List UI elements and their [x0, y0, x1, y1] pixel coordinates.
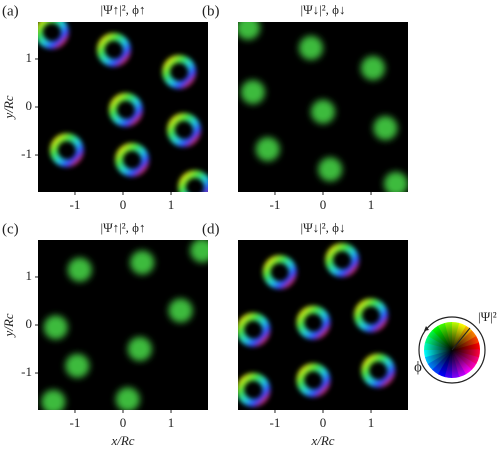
plot-area: [38, 22, 208, 192]
x-axis-label: x/Rc: [110, 433, 134, 448]
x-axis-label: x/Rc: [310, 433, 334, 448]
x-tick-label: 0: [320, 415, 327, 430]
plot-area: [41, 240, 208, 410]
density-spot: [383, 171, 408, 192]
density-spot: [311, 99, 335, 124]
panel-label: (b): [202, 3, 220, 19]
vortex: [115, 142, 150, 177]
vortex: [162, 54, 197, 89]
y-tick-label: 1: [26, 268, 33, 283]
y-tick-label: -1: [21, 364, 32, 379]
vortex: [108, 92, 143, 127]
x-tick-label: 1: [168, 197, 175, 212]
phase-key: ϕ |Ψ|²: [414, 309, 497, 384]
density-spot: [190, 240, 208, 263]
phase-label: ϕ: [414, 359, 422, 375]
density-spot: [41, 389, 66, 410]
x-tick-label: -1: [270, 197, 281, 212]
panel-label: (a): [2, 3, 19, 19]
density-spot: [373, 116, 398, 141]
x-tick-label: 1: [368, 197, 375, 212]
density-spot: [168, 298, 193, 323]
density-spot: [240, 80, 265, 105]
density-spot: [127, 337, 152, 362]
panel-title: |Ψ↓|², ϕ↓: [300, 220, 345, 235]
density-spot: [238, 22, 261, 40]
panel-title: |Ψ↓|², ϕ↓: [300, 2, 345, 17]
vortex: [354, 298, 389, 333]
x-tick-label: 1: [368, 415, 375, 430]
x-tick-label: 0: [320, 197, 327, 212]
density-spot: [298, 35, 323, 60]
x-tick-label: -1: [70, 415, 81, 430]
vortex: [262, 255, 297, 290]
vortex: [238, 372, 271, 407]
vortex: [238, 312, 271, 347]
x-tick-label: -1: [70, 197, 81, 212]
density-spot: [65, 353, 90, 378]
x-tick-label: -1: [270, 415, 281, 430]
x-tick-label: 1: [168, 415, 175, 430]
x-tick-label: 0: [120, 197, 127, 212]
plot-area: [238, 243, 396, 407]
vortex: [296, 363, 331, 398]
panel-title: |Ψ↑|², ϕ↑: [100, 2, 145, 17]
panel-label: (c): [2, 221, 19, 237]
density-spot: [318, 157, 343, 182]
plot-area: [238, 22, 408, 192]
x-tick-label: 0: [120, 415, 127, 430]
amplitude-label: |Ψ|²: [478, 309, 497, 324]
y-axis-label: y/Rc: [1, 95, 16, 120]
vortex: [178, 170, 208, 192]
y-axis-label: y/Rc: [1, 313, 16, 338]
vortex: [166, 113, 201, 148]
y-tick-label: -1: [21, 146, 32, 161]
density-spot: [130, 250, 155, 275]
vortex: [325, 243, 360, 278]
density-spot: [43, 315, 68, 340]
y-tick-label: 1: [26, 50, 33, 65]
density-spot: [115, 387, 140, 410]
vortex: [38, 22, 69, 50]
vortex: [296, 305, 331, 340]
density-spot: [255, 137, 280, 162]
y-tick-label: 0: [26, 316, 33, 331]
vortex: [361, 353, 396, 388]
panel-title: |Ψ↑|², ϕ↑: [100, 220, 145, 235]
vortex: [96, 32, 131, 67]
vortex: [49, 133, 84, 168]
panel-label: (d): [202, 221, 220, 237]
y-tick-label: 0: [26, 98, 33, 113]
density-spot: [360, 56, 385, 81]
density-spot: [67, 257, 92, 282]
